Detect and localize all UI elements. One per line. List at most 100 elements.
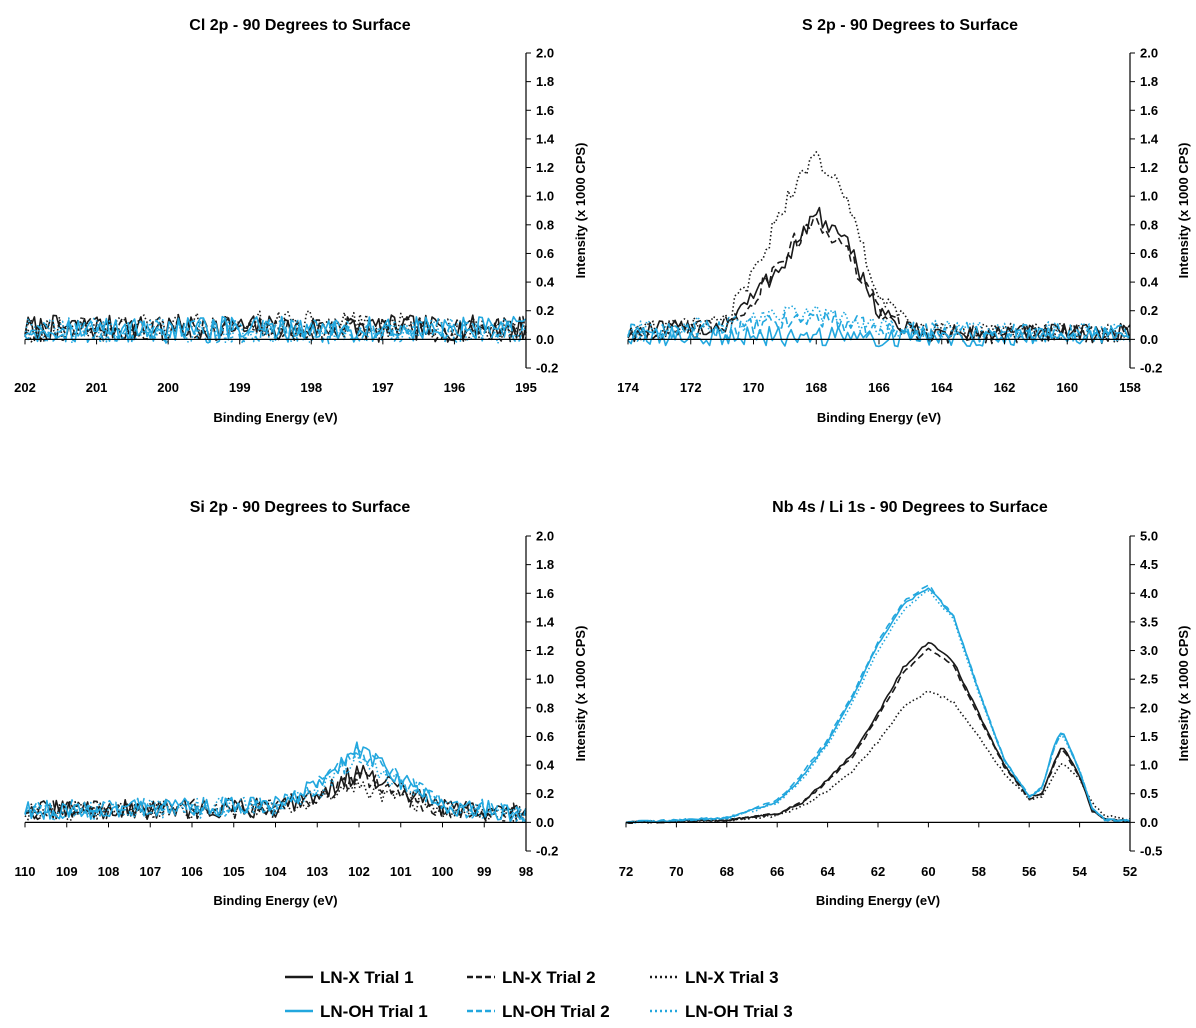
x-tick-label: 200 <box>157 380 179 395</box>
y-tick-label: 1.0 <box>536 189 554 204</box>
legend-item: LN-X Trial 1 <box>285 968 414 987</box>
x-axis-label: Binding Energy (eV) <box>213 410 337 425</box>
y-tick-label: 1.0 <box>536 672 554 687</box>
legend-label: LN-X Trial 1 <box>320 968 414 987</box>
y-tick-label: 0.4 <box>536 275 555 290</box>
x-tick-label: 198 <box>300 380 322 395</box>
y-tick-label: 5.0 <box>1140 529 1158 544</box>
x-tick-label: 105 <box>223 864 245 879</box>
x-tick-label: 201 <box>86 380 108 395</box>
series-group <box>627 151 1131 348</box>
x-tick-label: 164 <box>931 380 953 395</box>
x-tick-label: 160 <box>1056 380 1078 395</box>
x-tick-label: 104 <box>265 864 287 879</box>
series-group <box>625 584 1131 824</box>
y-tick-label: 1.6 <box>536 103 554 118</box>
y-tick-label: -0.2 <box>1140 361 1162 376</box>
x-tick-label: 60 <box>921 864 935 879</box>
series-group <box>24 310 527 345</box>
y-tick-label: 0.0 <box>536 332 554 347</box>
x-tick-label: 197 <box>372 380 394 395</box>
x-tick-label: 58 <box>972 864 986 879</box>
chart-title: Si 2p - 90 Degrees to Surface <box>190 499 411 516</box>
y-tick-label: 1.2 <box>1140 160 1158 175</box>
series-line-ln-oh-trial-3 <box>625 590 1131 824</box>
y-tick-label: 0.0 <box>1140 332 1158 347</box>
y-tick-label: 3.5 <box>1140 614 1158 629</box>
series-line-ln-oh-trial-3 <box>24 317 527 345</box>
y-tick-label: 0.6 <box>1140 246 1158 261</box>
y-tick-label: 1.2 <box>536 160 554 175</box>
y-tick-label: 1.8 <box>536 557 554 572</box>
y-axis-label: Intensity (x 1000 CPS) <box>1176 626 1191 762</box>
x-axis-label: Binding Energy (eV) <box>817 410 941 425</box>
legend-label: LN-OH Trial 2 <box>502 1002 610 1021</box>
y-tick-label: 1.2 <box>536 643 554 658</box>
y-tick-label: 1.4 <box>536 131 555 146</box>
chart-panel-4: Nb 4s / Li 1s - 90 Degrees to Surface 5.0… <box>619 499 1191 908</box>
y-tick-label: 1.6 <box>1140 103 1158 118</box>
y-tick-label: 0.6 <box>536 729 554 744</box>
y-tick-label: 1.5 <box>1140 729 1158 744</box>
y-axis-label: Intensity (x 1000 CPS) <box>573 626 588 762</box>
chart-panel-2: S 2p - 90 Degrees to Surface 2.0 1.8 1.6 1.4… <box>617 17 1191 425</box>
legend-item: LN-OH Trial 3 <box>650 1002 793 1021</box>
x-tick-label: 199 <box>229 380 251 395</box>
y-tick-label: 1.4 <box>536 614 555 629</box>
x-tick-label: 107 <box>139 864 161 879</box>
x-tick-label: 158 <box>1119 380 1141 395</box>
x-tick-label: 108 <box>98 864 120 879</box>
x-tick-label: 68 <box>720 864 734 879</box>
y-axis-label: Intensity (x 1000 CPS) <box>1176 143 1191 279</box>
chart-panel-3: Si 2p - 90 Degrees to Surface 2.0 1.8 1.6 1.… <box>15 499 588 908</box>
y-tick-label: 0.8 <box>536 700 554 715</box>
chart-panel-1: Cl 2p - 90 Degrees to Surface 2.0 1.8 1.6 1.… <box>14 17 588 425</box>
y-tick-label: 1.0 <box>1140 189 1158 204</box>
series-line-ln-oh-trial-3 <box>24 750 527 824</box>
series-line-ln-oh-trial-2 <box>625 584 1131 824</box>
y-tick-label: 2.5 <box>1140 672 1158 687</box>
y-tick-label: 1.4 <box>1140 131 1159 146</box>
y-tick-label: -0.5 <box>1140 844 1162 859</box>
x-tick-label: 196 <box>444 380 466 395</box>
y-tick-label: 1.8 <box>536 74 554 89</box>
x-tick-label: 98 <box>519 864 533 879</box>
legend-label: LN-X Trial 3 <box>685 968 779 987</box>
x-axis-label: Binding Energy (eV) <box>816 893 940 908</box>
x-tick-label: 72 <box>619 864 633 879</box>
x-tick-label: 174 <box>617 380 639 395</box>
y-tick-label: 2.0 <box>536 529 554 544</box>
x-tick-label: 195 <box>515 380 537 395</box>
y-tick-label: 1.0 <box>1140 758 1158 773</box>
series-line-ln-oh-trial-2 <box>24 746 527 822</box>
series-line-ln-x-trial-1 <box>626 641 1130 824</box>
series-line-ln-oh-trial-1 <box>627 325 1131 348</box>
x-axis-label: Binding Energy (eV) <box>213 893 337 908</box>
series-line-ln-x-trial-3 <box>24 779 527 824</box>
y-axis-label: Intensity (x 1000 CPS) <box>573 143 588 279</box>
y-tick-label: 0.8 <box>1140 217 1158 232</box>
series-line-ln-oh-trial-2 <box>24 317 527 345</box>
x-tick-label: 54 <box>1072 864 1087 879</box>
x-tick-label: 103 <box>306 864 328 879</box>
y-tick-label: 2.0 <box>1140 700 1158 715</box>
legend-item: LN-X Trial 3 <box>650 968 779 987</box>
y-tick-label: 0.8 <box>536 217 554 232</box>
x-tick-label: 109 <box>56 864 78 879</box>
x-tick-label: 56 <box>1022 864 1036 879</box>
legend-label: LN-X Trial 2 <box>502 968 596 987</box>
x-tick-label: 52 <box>1123 864 1137 879</box>
x-tick-label: 162 <box>994 380 1016 395</box>
chart-title: S 2p - 90 Degrees to Surface <box>802 17 1018 34</box>
legend-label: LN-OH Trial 3 <box>685 1002 793 1021</box>
series-line-ln-oh-trial-3 <box>627 305 1131 342</box>
x-tick-label: 101 <box>390 864 412 879</box>
y-tick-label: 1.6 <box>536 586 554 601</box>
y-tick-label: 2.0 <box>536 46 554 61</box>
y-tick-label: -0.2 <box>536 361 558 376</box>
legend-item: LN-X Trial 2 <box>467 968 596 987</box>
x-tick-label: 166 <box>868 380 890 395</box>
x-tick-label: 172 <box>680 380 702 395</box>
series-line-ln-x-trial-2 <box>625 647 1131 824</box>
chart-title: Nb 4s / Li 1s - 90 Degrees to Surface <box>772 499 1048 516</box>
